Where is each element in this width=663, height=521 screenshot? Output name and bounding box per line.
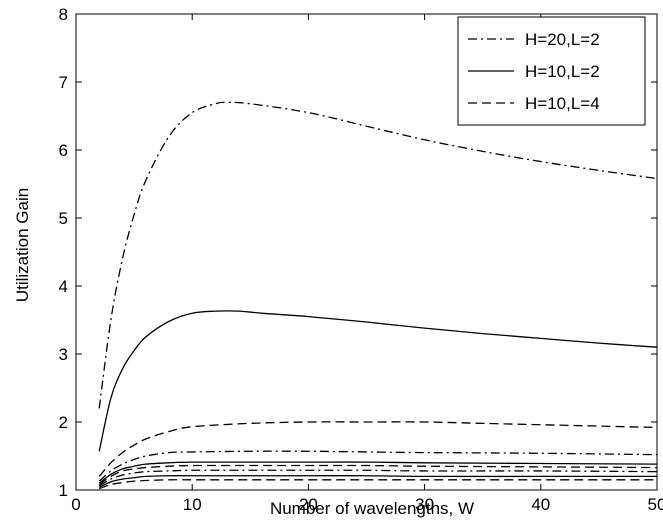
series-line-8: [98, 475, 657, 488]
y-axis-label: Utilization Gain: [13, 188, 32, 302]
x-tick-label: 0: [71, 495, 80, 514]
y-tick-label: 3: [59, 345, 68, 364]
legend-box: [457, 16, 646, 126]
series-line-3: [98, 421, 658, 477]
legend-label-2: H=10,L=2: [525, 62, 600, 81]
legend-label-3: H=10,L=4: [525, 94, 600, 113]
legend-label-1: H=20,L=2: [525, 30, 600, 49]
y-tick-label: 7: [59, 73, 68, 92]
y-tick-label: 2: [59, 413, 68, 432]
series-line-2: [98, 310, 658, 452]
plot-area: [75, 13, 658, 491]
series-line-9: [99, 479, 657, 490]
x-tick-label: 10: [183, 495, 202, 514]
y-tick-label: 5: [59, 209, 68, 228]
legend: H=20,L=2 H=10,L=2 H=10,L=4: [457, 16, 646, 126]
x-axis-label: Number of wavelengths, W: [270, 499, 474, 518]
y-tick-label: 8: [59, 5, 68, 24]
x-tick-label: 40: [531, 495, 550, 514]
x-tick-label: 20: [299, 495, 318, 514]
series-line-1: [98, 101, 658, 409]
x-tick-label: 30: [415, 495, 434, 514]
series-line-7: [98, 469, 658, 487]
y-tick-label: 4: [59, 277, 68, 296]
y-tick-label: 6: [59, 141, 68, 160]
series-line-5: [98, 461, 658, 484]
series-line-6: [98, 464, 658, 486]
y-tick-label: 1: [59, 481, 68, 500]
x-tick-label: 50: [648, 495, 663, 514]
